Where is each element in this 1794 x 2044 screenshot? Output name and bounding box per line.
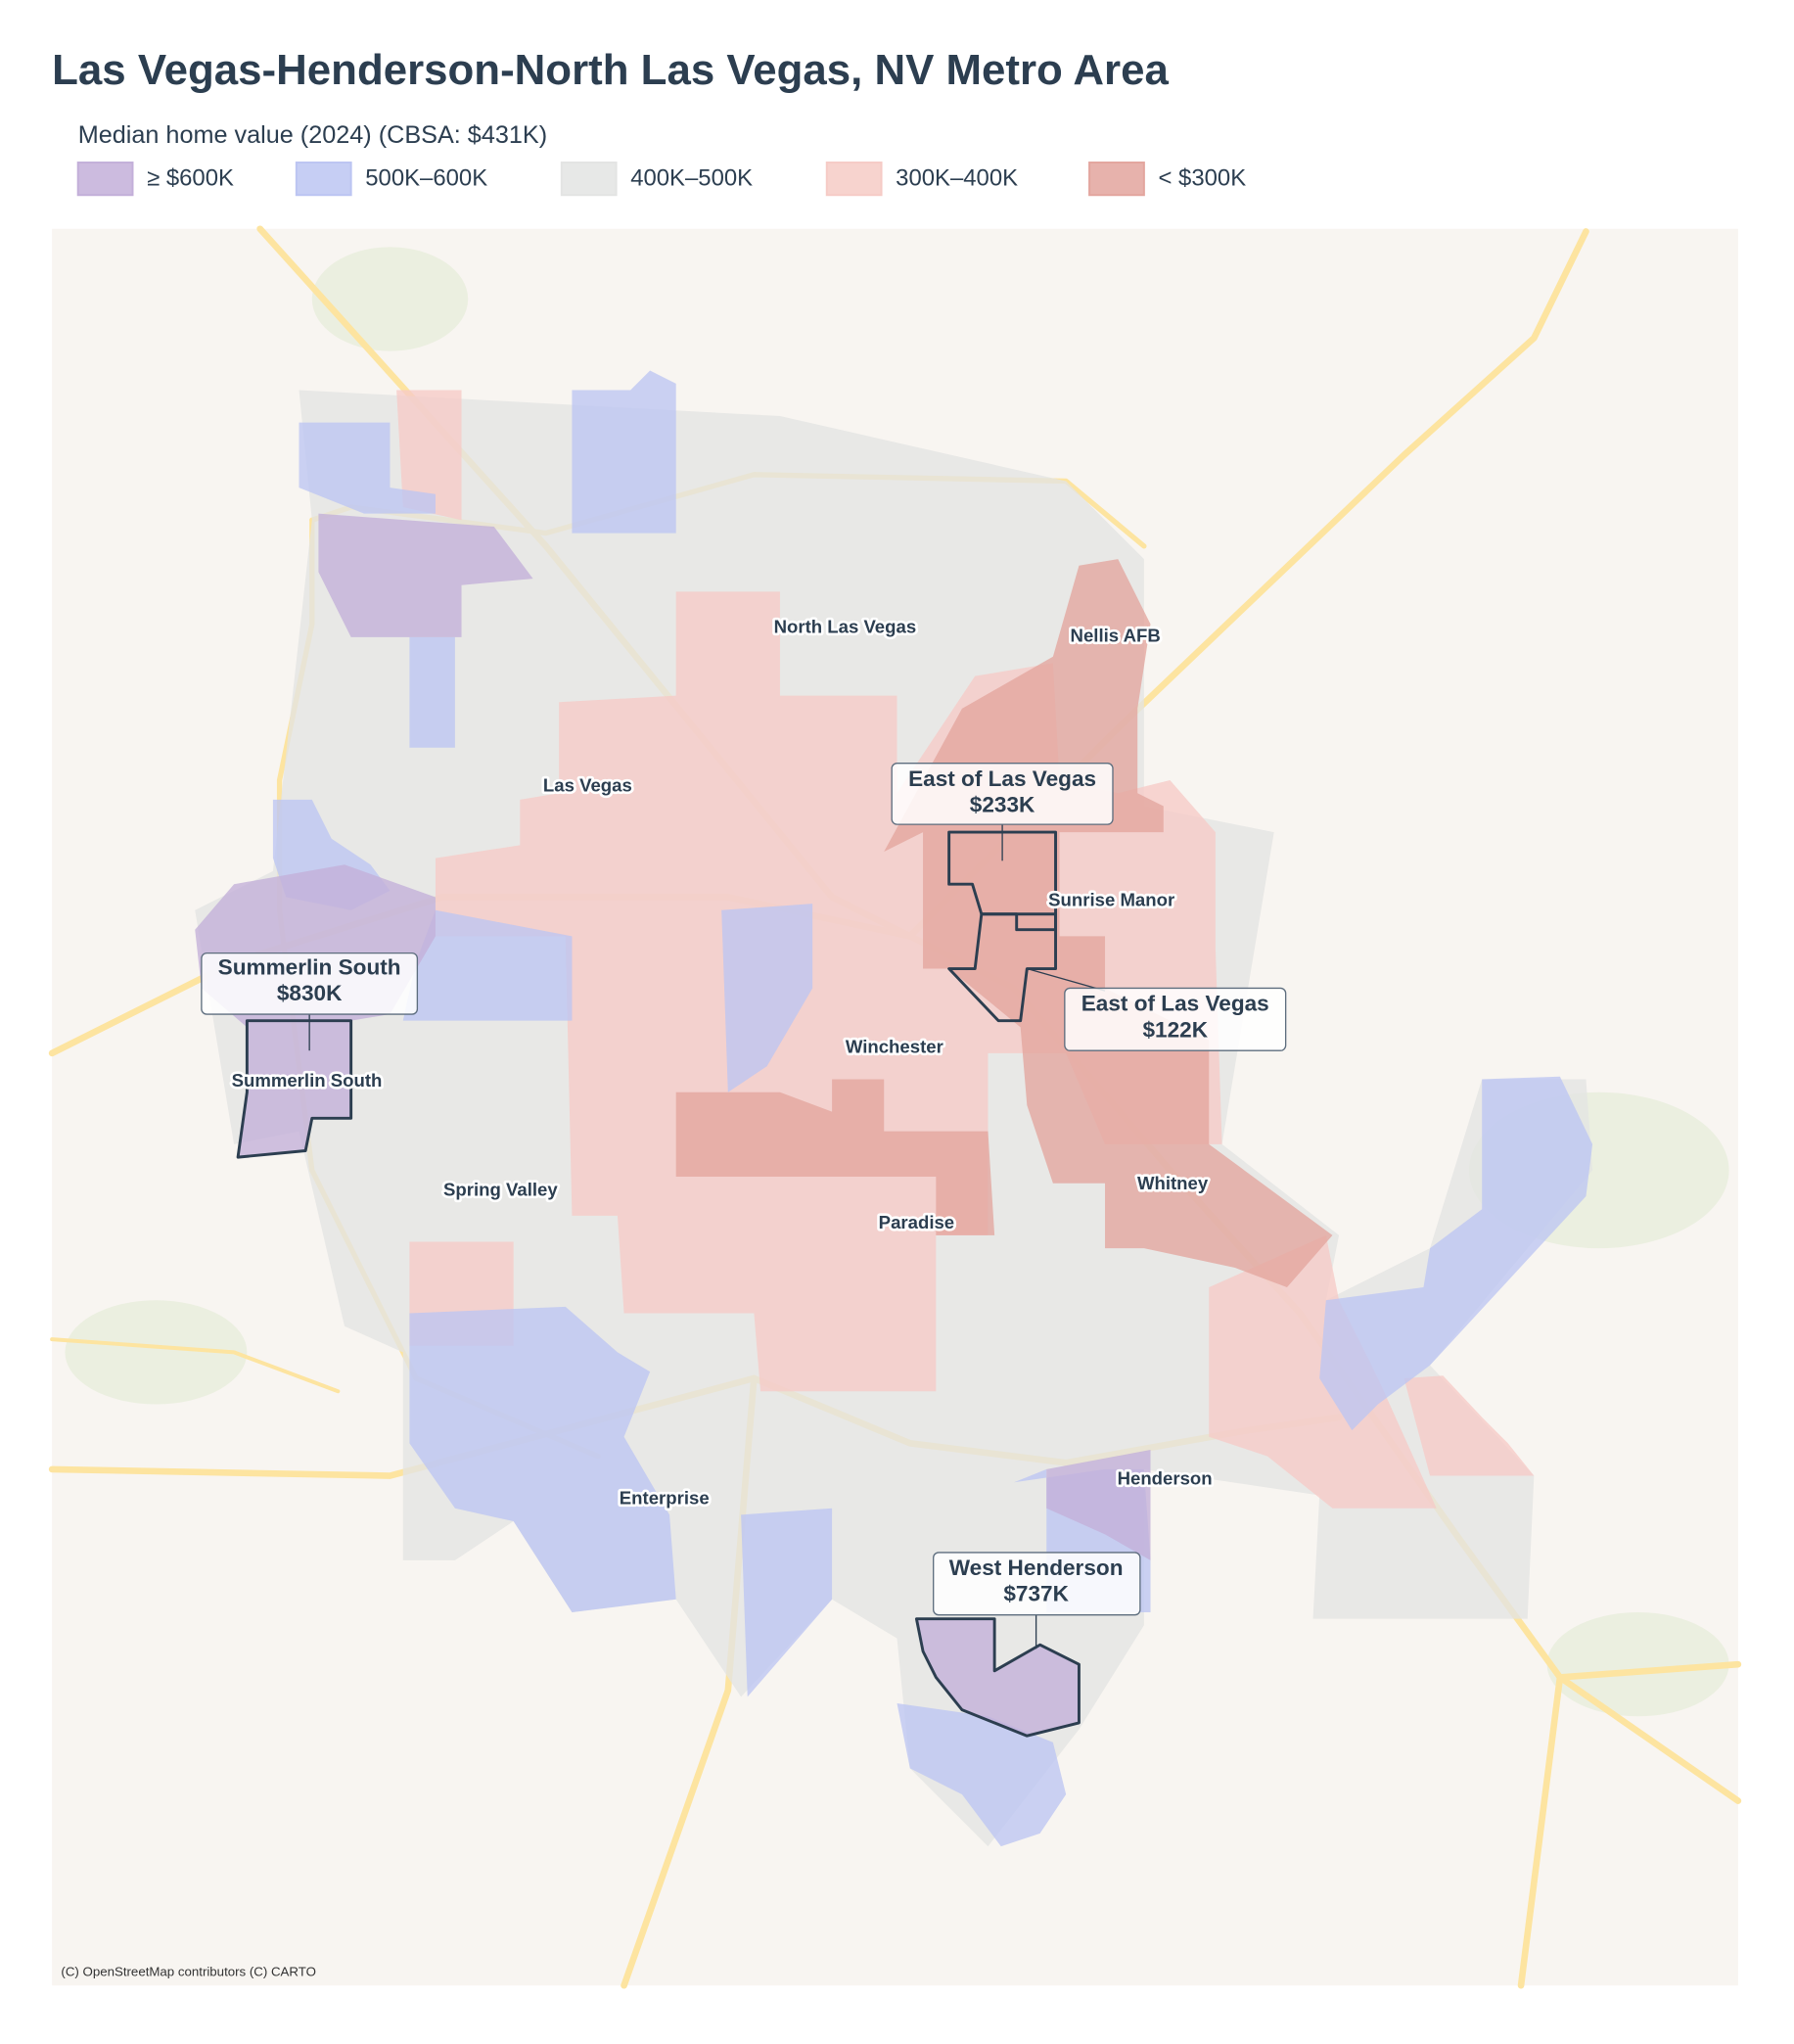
- legend-swatch: [76, 162, 134, 197]
- highlight-outline: [236, 1019, 353, 1159]
- place-label: Winchester: [846, 1036, 943, 1056]
- tract-region: [318, 513, 533, 637]
- callout-box: [891, 763, 1114, 825]
- legend-title: Median home value (2024) (CBSA: $431K): [78, 121, 547, 149]
- legend-swatch: [1088, 162, 1145, 197]
- legend-label: < $300K: [1158, 165, 1246, 192]
- tract-region: [897, 1703, 1067, 1847]
- tract-region: [675, 1079, 995, 1235]
- place-label: Enterprise: [620, 1487, 710, 1508]
- highlight-outlines: [236, 830, 1081, 1738]
- callout-box: [201, 952, 419, 1015]
- place-label: Spring Valley: [443, 1180, 558, 1200]
- tract-region: [299, 422, 436, 514]
- tract-region: [402, 909, 573, 1021]
- callout-name: East of Las Vegas: [908, 766, 1096, 791]
- place-label: Henderson: [1118, 1467, 1213, 1488]
- place-label: Las Vegas: [543, 774, 632, 795]
- place-label: Summerlin South: [232, 1070, 383, 1091]
- place-label: Paradise: [879, 1212, 954, 1232]
- tracts: [195, 370, 1593, 1847]
- callouts: Summerlin South $830K East of Las Vegas …: [201, 763, 1287, 1649]
- tract-region: [721, 904, 813, 1092]
- callout-value: $737K: [1003, 1582, 1069, 1606]
- tract-region: [409, 1306, 676, 1613]
- legend-label: 400K–500K: [630, 165, 753, 192]
- callout-value: $233K: [970, 792, 1035, 816]
- tract-region: [1046, 1449, 1151, 1560]
- title: Las Vegas-Henderson-North Las Vegas, NV …: [52, 46, 1169, 94]
- legend-label: 300K–400K: [896, 165, 1018, 192]
- callout-box: [933, 1552, 1141, 1616]
- highlight-outline: [914, 1617, 1081, 1738]
- place-label: North Las Vegas: [774, 616, 917, 636]
- legend: ≥ $600K 500K–600K 400K–500K 300K–400K < $300…: [76, 162, 1246, 197]
- callout-name: East of Las Vegas: [1081, 992, 1269, 1016]
- highlight-outline: [947, 912, 1058, 1023]
- tract-region: [1403, 1375, 1535, 1476]
- callout-leader: [1027, 967, 1106, 992]
- callout-value: $830K: [277, 981, 343, 1005]
- tract-region: [741, 1508, 833, 1697]
- place-label: Nellis AFB: [1071, 626, 1161, 646]
- callout-value: $122K: [1142, 1017, 1208, 1042]
- callout-name: West Henderson: [949, 1556, 1124, 1580]
- callout-box: [1064, 987, 1287, 1051]
- callout-name: Summerlin South: [218, 955, 401, 980]
- place-labels: North Las Vegas Nellis AFB Las Vegas Sun…: [229, 614, 1215, 1510]
- legend-label: ≥ $600K: [147, 165, 234, 192]
- legend-swatch: [295, 162, 352, 197]
- legend-swatch: [560, 162, 618, 197]
- tract-region: [396, 390, 462, 521]
- tract-region: [572, 370, 676, 534]
- tract-region: [1319, 1076, 1593, 1431]
- tract-region: [916, 1618, 1080, 1737]
- attribution: (C) OpenStreetMap contributors (C) CARTO: [61, 1964, 315, 1978]
- legend-swatch: [825, 162, 883, 197]
- tract-region: [409, 636, 455, 748]
- legend-label: 500K–600K: [365, 165, 487, 192]
- place-label: Sunrise Manor: [1048, 889, 1174, 909]
- tract-region: [884, 559, 1333, 1287]
- place-label: Whitney: [1137, 1173, 1209, 1193]
